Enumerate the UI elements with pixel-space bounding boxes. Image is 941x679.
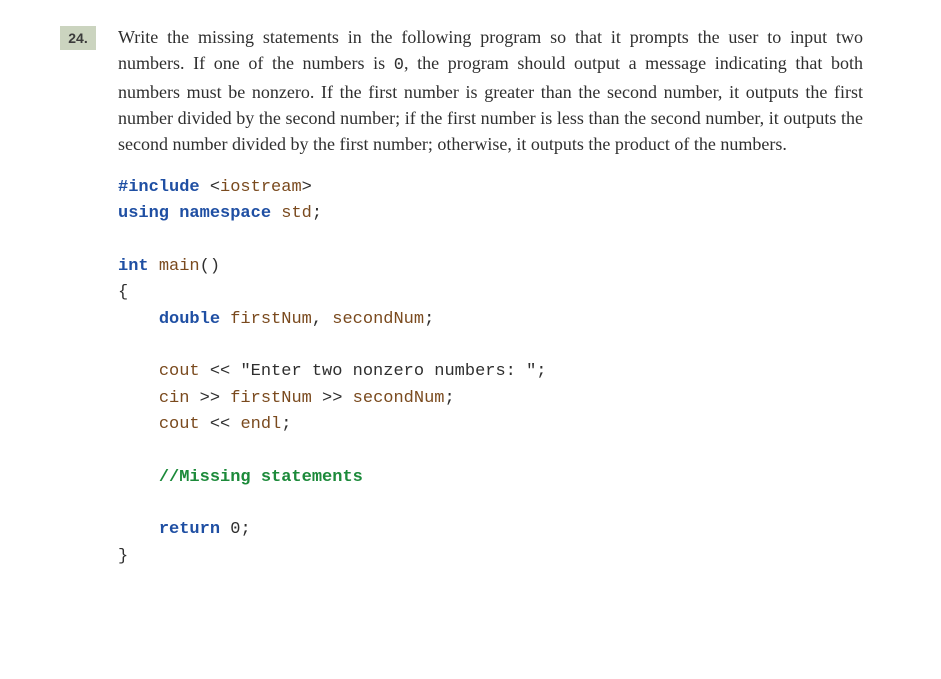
indent-2: [118, 362, 159, 381]
semi-1: ;: [312, 204, 322, 223]
semi-3: ;: [536, 362, 546, 381]
kw-int: int: [118, 257, 159, 276]
exercise-number-badge: 24.: [60, 26, 96, 50]
indent-1: [118, 310, 159, 329]
semi-4: ;: [445, 389, 455, 408]
indent-5: [118, 468, 159, 487]
comment-missing: //Missing statements: [159, 468, 363, 487]
indent-3: [118, 389, 159, 408]
exercise-block: 24. Write the missing statements in the …: [60, 24, 863, 570]
literal-zero: 0: [230, 520, 240, 539]
kw-include: #include: [118, 178, 210, 197]
lbrace: {: [118, 283, 128, 302]
semi-2: ;: [424, 310, 434, 329]
semi-5: ;: [281, 415, 291, 434]
angle-close: >: [302, 178, 312, 197]
code-block: #include <iostream> using namespace std;…: [118, 175, 863, 570]
ident-firstnum-decl: firstNum: [230, 310, 312, 329]
op-ltlt-2: <<: [200, 415, 241, 434]
comma-1: ,: [312, 310, 332, 329]
ident-std: std: [281, 204, 312, 223]
op-gtgt-2: >>: [312, 389, 353, 408]
indent-4: [118, 415, 159, 434]
rbrace: }: [118, 547, 128, 566]
kw-using: using: [118, 204, 179, 223]
ident-iostream: iostream: [220, 178, 302, 197]
kw-namespace: namespace: [179, 204, 281, 223]
ident-cout-2: cout: [159, 415, 200, 434]
string-literal: "Enter two nonzero numbers: ": [240, 362, 536, 381]
parens: (): [200, 257, 220, 276]
op-gtgt-1: >>: [189, 389, 230, 408]
ident-secondnum-decl: secondNum: [332, 310, 424, 329]
inline-code-zero: 0: [394, 56, 404, 75]
kw-return: return: [159, 520, 230, 539]
exercise-body: Write the missing statements in the foll…: [118, 24, 863, 570]
page: 24. Write the missing statements in the …: [0, 0, 941, 594]
op-ltlt-1: <<: [200, 362, 241, 381]
ident-firstnum-in: firstNum: [230, 389, 312, 408]
ident-cout-1: cout: [159, 362, 200, 381]
indent-6: [118, 520, 159, 539]
ident-cin: cin: [159, 389, 190, 408]
kw-double: double: [159, 310, 230, 329]
ident-endl: endl: [240, 415, 281, 434]
semi-6: ;: [240, 520, 250, 539]
exercise-number: 24.: [68, 30, 87, 46]
ident-main: main: [159, 257, 200, 276]
ident-secondnum-in: secondNum: [353, 389, 445, 408]
angle-open: <: [210, 178, 220, 197]
